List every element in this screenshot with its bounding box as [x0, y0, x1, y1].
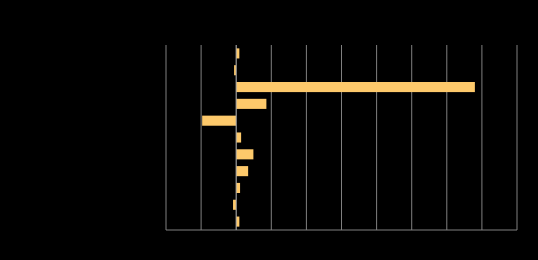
x-tick-label: -10	[194, 235, 209, 246]
bar	[236, 182, 241, 193]
bar	[236, 149, 254, 160]
x-tick-label: 10	[266, 235, 278, 246]
bar	[236, 48, 240, 59]
x-tick-label: 40	[371, 235, 383, 246]
bar	[236, 98, 267, 109]
bar	[236, 216, 240, 227]
x-tick-label: -20	[159, 235, 174, 246]
x-tick-label: 70	[476, 235, 488, 246]
x-tick-label: 60	[441, 235, 453, 246]
bar	[236, 132, 242, 143]
x-tick-label: 80	[511, 235, 523, 246]
x-tick-label: 0	[233, 235, 239, 246]
x-tick-label: 20	[301, 235, 313, 246]
bar	[234, 65, 237, 76]
x-tick-label: 30	[336, 235, 348, 246]
x-tick-label: 50	[406, 235, 418, 246]
bar	[202, 115, 237, 126]
bar	[236, 166, 249, 177]
bar	[236, 82, 475, 93]
bar	[233, 199, 237, 210]
